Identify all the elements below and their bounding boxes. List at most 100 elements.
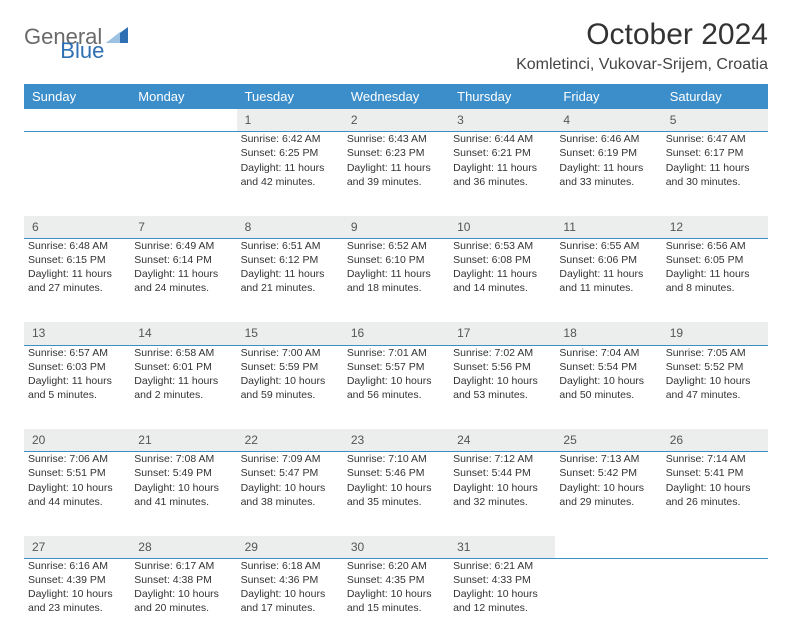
day-number-row: 20212223242526 xyxy=(24,429,768,452)
day-number-cell xyxy=(555,536,661,559)
sunrise-text: Sunrise: 7:01 AM xyxy=(347,346,445,360)
day-number-cell: 2 xyxy=(343,109,449,132)
sunset-text: Sunset: 4:33 PM xyxy=(453,573,551,587)
sunrise-text: Sunrise: 6:46 AM xyxy=(559,132,657,146)
day-number-row: 6789101112 xyxy=(24,216,768,239)
day-number-cell: 24 xyxy=(449,429,555,452)
daylight-text: Daylight: 11 hours and 21 minutes. xyxy=(241,267,339,295)
daylight-text: Daylight: 11 hours and 8 minutes. xyxy=(666,267,764,295)
sunset-text: Sunset: 6:08 PM xyxy=(453,253,551,267)
day-cell: Sunrise: 6:53 AMSunset: 6:08 PMDaylight:… xyxy=(449,238,555,322)
day-cell: Sunrise: 6:21 AMSunset: 4:33 PMDaylight:… xyxy=(449,558,555,642)
daylight-text: Daylight: 11 hours and 39 minutes. xyxy=(347,161,445,189)
daylight-text: Daylight: 10 hours and 35 minutes. xyxy=(347,481,445,509)
brand-triangle-icon xyxy=(106,27,128,48)
day-number-cell: 1 xyxy=(237,109,343,132)
day-content-row: Sunrise: 7:06 AMSunset: 5:51 PMDaylight:… xyxy=(24,452,768,536)
brand-logo: General Blue xyxy=(24,18,176,50)
day-number-cell: 30 xyxy=(343,536,449,559)
sunrise-text: Sunrise: 6:20 AM xyxy=(347,559,445,573)
sunrise-text: Sunrise: 7:02 AM xyxy=(453,346,551,360)
day-number-cell: 20 xyxy=(24,429,130,452)
sunrise-text: Sunrise: 6:21 AM xyxy=(453,559,551,573)
day-cell: Sunrise: 7:10 AMSunset: 5:46 PMDaylight:… xyxy=(343,452,449,536)
sunrise-text: Sunrise: 6:52 AM xyxy=(347,239,445,253)
daylight-text: Daylight: 11 hours and 18 minutes. xyxy=(347,267,445,295)
day-cell: Sunrise: 6:20 AMSunset: 4:35 PMDaylight:… xyxy=(343,558,449,642)
sunset-text: Sunset: 6:10 PM xyxy=(347,253,445,267)
sunset-text: Sunset: 4:36 PM xyxy=(241,573,339,587)
sunrise-text: Sunrise: 7:04 AM xyxy=(559,346,657,360)
sunrise-text: Sunrise: 6:55 AM xyxy=(559,239,657,253)
title-block: October 2024 Komletinci, Vukovar-Srijem,… xyxy=(516,18,768,74)
daylight-text: Daylight: 11 hours and 33 minutes. xyxy=(559,161,657,189)
day-content-row: Sunrise: 6:42 AMSunset: 6:25 PMDaylight:… xyxy=(24,132,768,216)
day-number-cell: 15 xyxy=(237,322,343,345)
day-number-cell: 6 xyxy=(24,216,130,239)
sunset-text: Sunset: 4:38 PM xyxy=(134,573,232,587)
weekday-header: Monday xyxy=(130,84,236,109)
day-cell: Sunrise: 7:08 AMSunset: 5:49 PMDaylight:… xyxy=(130,452,236,536)
sunset-text: Sunset: 4:39 PM xyxy=(28,573,126,587)
daylight-text: Daylight: 11 hours and 5 minutes. xyxy=(28,374,126,402)
sunrise-text: Sunrise: 7:08 AM xyxy=(134,452,232,466)
weekday-header-row: Sunday Monday Tuesday Wednesday Thursday… xyxy=(24,84,768,109)
day-number-cell: 27 xyxy=(24,536,130,559)
sunrise-text: Sunrise: 7:06 AM xyxy=(28,452,126,466)
sunrise-text: Sunrise: 6:16 AM xyxy=(28,559,126,573)
day-number-cell: 14 xyxy=(130,322,236,345)
day-cell: Sunrise: 6:48 AMSunset: 6:15 PMDaylight:… xyxy=(24,238,130,322)
day-cell: Sunrise: 6:49 AMSunset: 6:14 PMDaylight:… xyxy=(130,238,236,322)
daylight-text: Daylight: 11 hours and 30 minutes. xyxy=(666,161,764,189)
daylight-text: Daylight: 10 hours and 41 minutes. xyxy=(134,481,232,509)
day-cell xyxy=(555,558,661,642)
sunset-text: Sunset: 6:23 PM xyxy=(347,146,445,160)
sunset-text: Sunset: 6:06 PM xyxy=(559,253,657,267)
day-cell: Sunrise: 7:04 AMSunset: 5:54 PMDaylight:… xyxy=(555,345,661,429)
daylight-text: Daylight: 10 hours and 50 minutes. xyxy=(559,374,657,402)
day-number-cell: 3 xyxy=(449,109,555,132)
weekday-header: Wednesday xyxy=(343,84,449,109)
day-number-cell: 22 xyxy=(237,429,343,452)
sunset-text: Sunset: 6:14 PM xyxy=(134,253,232,267)
sunrise-text: Sunrise: 7:10 AM xyxy=(347,452,445,466)
sunset-text: Sunset: 5:46 PM xyxy=(347,466,445,480)
day-number-cell: 8 xyxy=(237,216,343,239)
day-content-row: Sunrise: 6:57 AMSunset: 6:03 PMDaylight:… xyxy=(24,345,768,429)
daylight-text: Daylight: 10 hours and 59 minutes. xyxy=(241,374,339,402)
sunrise-text: Sunrise: 6:47 AM xyxy=(666,132,764,146)
day-number-cell: 11 xyxy=(555,216,661,239)
weekday-header: Tuesday xyxy=(237,84,343,109)
sunset-text: Sunset: 5:42 PM xyxy=(559,466,657,480)
sunrise-text: Sunrise: 6:51 AM xyxy=(241,239,339,253)
location-text: Komletinci, Vukovar-Srijem, Croatia xyxy=(516,56,768,74)
daylight-text: Daylight: 11 hours and 2 minutes. xyxy=(134,374,232,402)
daylight-text: Daylight: 10 hours and 38 minutes. xyxy=(241,481,339,509)
day-cell: Sunrise: 6:44 AMSunset: 6:21 PMDaylight:… xyxy=(449,132,555,216)
day-number-cell: 26 xyxy=(662,429,768,452)
sunrise-text: Sunrise: 6:56 AM xyxy=(666,239,764,253)
day-content-row: Sunrise: 6:48 AMSunset: 6:15 PMDaylight:… xyxy=(24,238,768,322)
day-cell: Sunrise: 6:56 AMSunset: 6:05 PMDaylight:… xyxy=(662,238,768,322)
day-number-cell: 9 xyxy=(343,216,449,239)
sunrise-text: Sunrise: 7:09 AM xyxy=(241,452,339,466)
day-cell xyxy=(662,558,768,642)
day-number-cell: 31 xyxy=(449,536,555,559)
day-cell: Sunrise: 6:17 AMSunset: 4:38 PMDaylight:… xyxy=(130,558,236,642)
sunset-text: Sunset: 5:49 PM xyxy=(134,466,232,480)
day-cell: Sunrise: 6:42 AMSunset: 6:25 PMDaylight:… xyxy=(237,132,343,216)
daylight-text: Daylight: 10 hours and 29 minutes. xyxy=(559,481,657,509)
sunset-text: Sunset: 6:15 PM xyxy=(28,253,126,267)
day-number-cell: 12 xyxy=(662,216,768,239)
header: General Blue October 2024 Komletinci, Vu… xyxy=(24,18,768,74)
day-cell: Sunrise: 6:46 AMSunset: 6:19 PMDaylight:… xyxy=(555,132,661,216)
sunrise-text: Sunrise: 6:17 AM xyxy=(134,559,232,573)
sunset-text: Sunset: 5:44 PM xyxy=(453,466,551,480)
day-cell xyxy=(130,132,236,216)
sunrise-text: Sunrise: 6:53 AM xyxy=(453,239,551,253)
daylight-text: Daylight: 11 hours and 11 minutes. xyxy=(559,267,657,295)
day-number-cell: 23 xyxy=(343,429,449,452)
sunset-text: Sunset: 6:25 PM xyxy=(241,146,339,160)
daylight-text: Daylight: 11 hours and 36 minutes. xyxy=(453,161,551,189)
day-cell: Sunrise: 7:12 AMSunset: 5:44 PMDaylight:… xyxy=(449,452,555,536)
